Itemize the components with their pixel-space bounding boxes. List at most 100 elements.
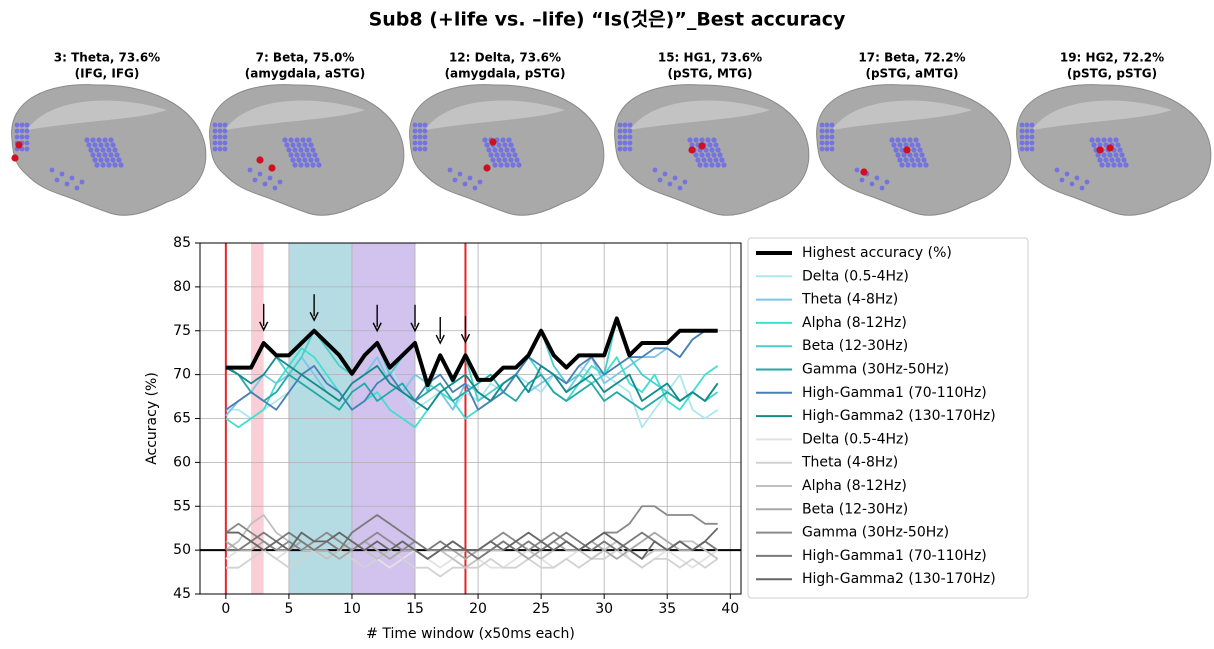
electrode <box>298 162 304 168</box>
electrode <box>859 177 865 183</box>
electrode-selected <box>15 141 23 149</box>
electrode <box>86 142 92 148</box>
electrode <box>422 134 428 140</box>
legend-label: Alpha (8-12Hz) <box>802 315 907 331</box>
electrode <box>19 122 25 128</box>
electrode <box>824 146 830 152</box>
electrode <box>819 122 825 128</box>
electrode <box>854 167 860 173</box>
electrode <box>1097 142 1103 148</box>
electrode <box>492 147 498 153</box>
electrode <box>222 146 228 152</box>
electrode <box>472 185 478 191</box>
electrode <box>672 175 678 181</box>
electrode <box>314 157 320 163</box>
electrode <box>308 142 314 148</box>
electrode <box>96 137 102 143</box>
electrode <box>24 122 30 128</box>
electrode <box>1029 146 1035 152</box>
electrode <box>412 122 418 128</box>
electrode <box>697 162 703 168</box>
electrode <box>92 157 98 163</box>
electrode <box>917 162 923 168</box>
electrode <box>79 179 85 185</box>
electrode <box>498 162 504 168</box>
electrode <box>627 140 633 146</box>
electrode <box>1113 137 1119 143</box>
electrode <box>512 152 518 158</box>
electrode <box>504 147 510 153</box>
electrode <box>290 142 296 148</box>
electrode <box>1024 140 1030 146</box>
electrode <box>490 157 496 163</box>
electrode-selected <box>489 138 497 146</box>
electrode <box>417 146 423 152</box>
electrode <box>417 122 423 128</box>
electrode <box>1121 157 1127 163</box>
electrode <box>622 146 628 152</box>
electrode <box>617 134 623 140</box>
electrode <box>819 134 825 140</box>
electrode <box>492 162 498 168</box>
electrode <box>909 142 915 148</box>
legend-label: High-Gamma1 (70-110Hz) <box>802 385 987 401</box>
electrode <box>1097 157 1103 163</box>
electrode <box>617 146 623 152</box>
electrode <box>498 147 504 153</box>
electrode <box>290 157 296 163</box>
electrode <box>1084 179 1090 185</box>
panel-label: (pSTG, aMTG) <box>865 67 958 81</box>
electrode <box>893 147 899 153</box>
electrode <box>1019 146 1025 152</box>
legend-label: Beta (12-30Hz) <box>802 501 908 517</box>
electrode <box>100 147 106 153</box>
electrode <box>1117 147 1123 153</box>
electrode <box>102 152 108 158</box>
arrow-head <box>309 311 319 322</box>
electrode <box>118 162 124 168</box>
panel-label: 19: HG2, 72.2% <box>1060 51 1164 65</box>
electrode <box>112 147 118 153</box>
electrode <box>627 146 633 152</box>
electrode <box>412 128 418 134</box>
electrode <box>677 185 683 191</box>
electrode <box>14 128 20 134</box>
electrode <box>484 142 490 148</box>
electrode <box>667 181 673 187</box>
electrode <box>94 147 100 153</box>
electrode <box>899 147 905 153</box>
electrode <box>897 157 903 163</box>
legend-label: Theta (4-8Hz) <box>801 292 898 308</box>
electrode <box>422 146 428 152</box>
panel-label: (amygdala, pSTG) <box>445 67 566 81</box>
electrode <box>310 147 316 153</box>
electrode <box>829 134 835 140</box>
electrode <box>701 157 707 163</box>
electrode <box>1029 128 1035 134</box>
electrode <box>869 181 875 187</box>
legend-label: Beta (12-30Hz) <box>802 338 908 354</box>
electrode <box>829 146 835 152</box>
electrode <box>294 137 300 143</box>
electrode <box>695 157 701 163</box>
x-tick-label: 35 <box>658 601 676 617</box>
electrode <box>19 134 25 140</box>
electrode <box>452 177 458 183</box>
electrode-selected <box>268 164 276 172</box>
electrode-selected <box>1106 144 1114 152</box>
legend-label: Gamma (30Hz-50Hz) <box>802 362 949 378</box>
arrow-head <box>410 322 420 333</box>
electrode <box>1024 146 1030 152</box>
electrode <box>627 128 633 134</box>
electrode <box>506 137 512 143</box>
series-line <box>225 540 719 578</box>
electrode <box>819 146 825 152</box>
electrode <box>1117 162 1123 168</box>
x-tick-label: 30 <box>595 601 613 617</box>
electrode-selected <box>688 146 696 154</box>
electrode <box>217 134 223 140</box>
electrode <box>96 152 102 158</box>
electrode <box>617 140 623 146</box>
electrode <box>222 140 228 146</box>
